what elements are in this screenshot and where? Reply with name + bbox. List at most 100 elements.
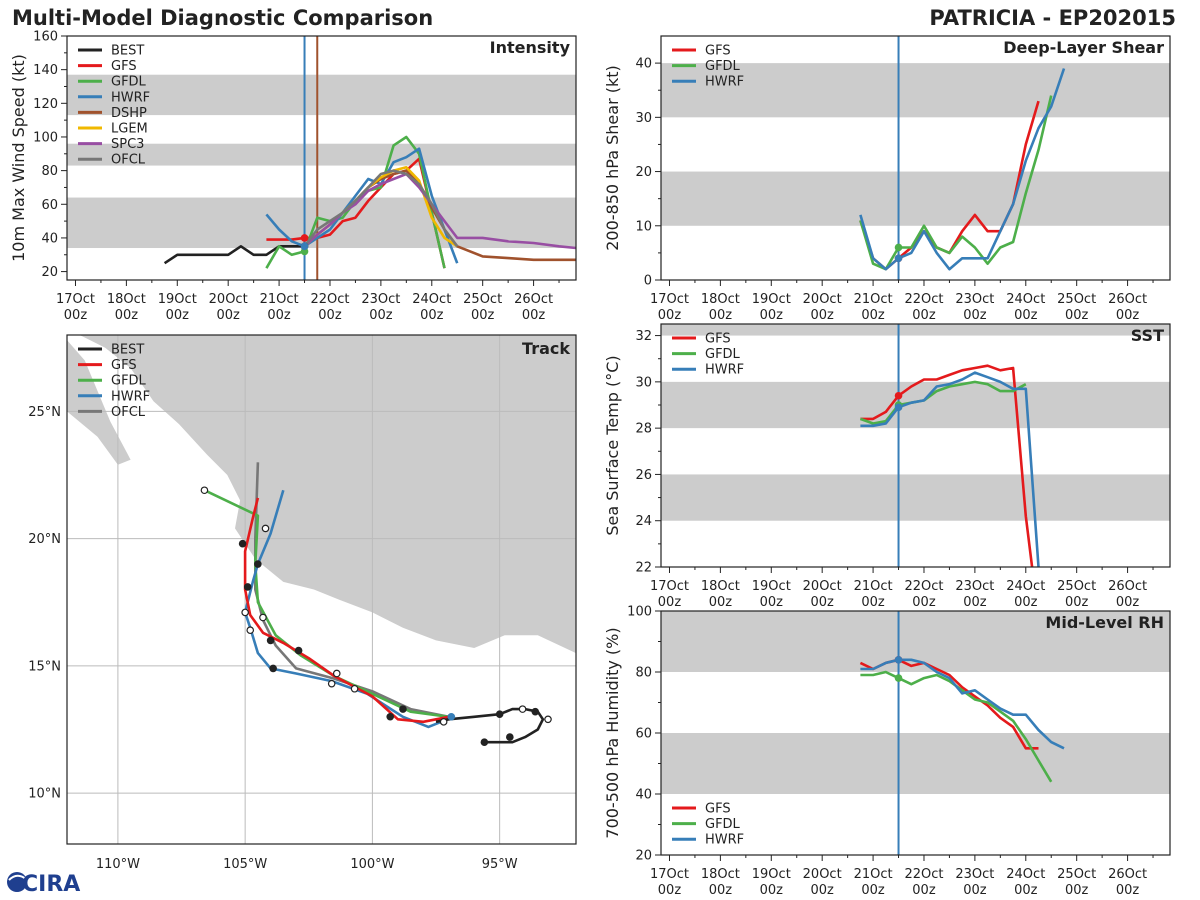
x-tick-label: 00z [861, 883, 885, 898]
plot-frame [66, 35, 577, 281]
x-tick-label: 00z [658, 595, 682, 610]
y-tick-label: 20 [41, 265, 58, 280]
marker-hwrf [894, 254, 903, 263]
y-tick-label: 80 [41, 164, 58, 179]
band-2 [661, 324, 1170, 336]
lon-label: 95°W [482, 857, 518, 872]
legend-label-ofcl: OFCL [111, 405, 146, 420]
x-tick-label: 19Oct [752, 579, 791, 594]
panel-title: Mid-Level RH [1045, 613, 1164, 632]
panel-title: Intensity [490, 38, 571, 57]
intensity-chart: 17Oct00z18Oct00z19Oct00z20Oct00z21Oct00z… [9, 30, 577, 323]
x-tick-label: 00z [709, 308, 733, 323]
x-tick-label: 00z [658, 308, 682, 323]
plot-frame [660, 35, 1171, 281]
series-hwrf [265, 147, 459, 264]
track-point-open [327, 679, 336, 688]
storm-title: PATRICIA - EP202015 [929, 6, 1176, 30]
x-tick-label: 21Oct [854, 867, 893, 882]
y-tick-label: 40 [635, 788, 652, 803]
legend-label-best: BEST [111, 44, 144, 59]
legend-label-gfs: GFS [705, 332, 731, 347]
x-tick-label: 00z [861, 308, 885, 323]
track-point-open [200, 486, 209, 495]
x-tick-label: 20Oct [803, 579, 842, 594]
x-tick-label: 19Oct [752, 867, 791, 882]
cira-logo: CIRA [7, 872, 80, 897]
legend-label-gfdl: GFDL [705, 817, 741, 832]
x-tick-label: 00z [963, 883, 987, 898]
track-point [480, 738, 489, 746]
legend-label-gfs: GFS [705, 44, 731, 59]
x-tick-label: 26Oct [1108, 867, 1147, 882]
track-point [243, 583, 252, 591]
x-tick-label: 25Oct [1057, 867, 1096, 882]
x-tick-label: 00z [471, 308, 495, 323]
y-tick-label: 160 [33, 30, 58, 45]
x-tick-label: 00z [318, 308, 342, 323]
track-point [266, 636, 275, 645]
x-tick-label: 22Oct [904, 867, 943, 882]
series-gfdl [859, 95, 1053, 271]
track-point [238, 539, 247, 548]
x-tick-label: 23Oct [955, 867, 994, 882]
track-point-open [246, 626, 255, 635]
panel-title: Deep-Layer Shear [1003, 38, 1164, 57]
y-tick-label: 28 [635, 422, 652, 437]
x-tick-label: 00z [709, 595, 733, 610]
x-tick-label: 22Oct [310, 292, 349, 307]
track-point-open [259, 613, 267, 622]
x-tick-label: 00z [216, 308, 240, 323]
legend-label-lgem: LGEM [111, 122, 148, 137]
track-point [531, 707, 540, 716]
lon-label: 110°W [96, 857, 140, 872]
band-2 [67, 74, 576, 116]
track-point-open [261, 524, 270, 533]
marker-gfs [300, 234, 309, 242]
x-tick-label: 19Oct [158, 292, 197, 307]
legend-label-best: BEST [111, 343, 144, 358]
x-tick-label: 18Oct [701, 292, 740, 307]
x-tick-label: 00z [1014, 883, 1038, 898]
legend-label-hwrf: HWRF [705, 833, 744, 848]
x-tick-label: 17Oct [650, 867, 689, 882]
x-tick-label: 00z [861, 595, 885, 610]
legend-label-gfs: GFS [705, 802, 731, 817]
x-tick-label: 22Oct [904, 579, 943, 594]
x-tick-label: 17Oct [650, 579, 689, 594]
x-tick-label: 23Oct [361, 292, 400, 307]
map-frame [66, 334, 577, 845]
legend-label-gfs: GFS [111, 59, 137, 74]
y-axis-label: 200-850 hPa Shear (kt) [603, 65, 622, 251]
x-tick-label: 25Oct [463, 292, 502, 307]
x-tick-label: 18Oct [107, 292, 146, 307]
lat-label: 10°N [28, 787, 61, 802]
x-tick-label: 25Oct [1057, 292, 1096, 307]
y-tick-label: 60 [635, 727, 652, 742]
x-tick-label: 21Oct [260, 292, 299, 307]
track-point [294, 646, 303, 655]
track-point [447, 712, 456, 721]
series-hwrf [860, 658, 1065, 750]
plot-frame [660, 323, 1171, 568]
x-tick-label: 20Oct [803, 867, 842, 882]
y-tick-label: 60 [41, 198, 58, 213]
x-tick-label: 00z [810, 308, 834, 323]
y-tick-label: 20 [635, 849, 652, 864]
series-gfs [860, 364, 1034, 567]
x-tick-label: 18Oct [701, 867, 740, 882]
y-tick-label: 26 [635, 468, 652, 483]
y-tick-label: 30 [635, 111, 652, 126]
y-tick-label: 24 [635, 514, 652, 529]
x-tick-label: 22Oct [904, 292, 943, 307]
y-tick-label: 32 [635, 329, 652, 344]
series-gfdl [859, 380, 1027, 425]
x-tick-label: 00z [912, 308, 936, 323]
marker-hwrf [894, 656, 903, 664]
track-point-open [518, 705, 527, 713]
band-0 [661, 171, 1170, 226]
x-tick-label: 26Oct [1108, 579, 1147, 594]
x-tick-label: 00z [912, 595, 936, 610]
panel-title: Track [522, 339, 570, 358]
y-tick-label: 80 [635, 666, 652, 681]
